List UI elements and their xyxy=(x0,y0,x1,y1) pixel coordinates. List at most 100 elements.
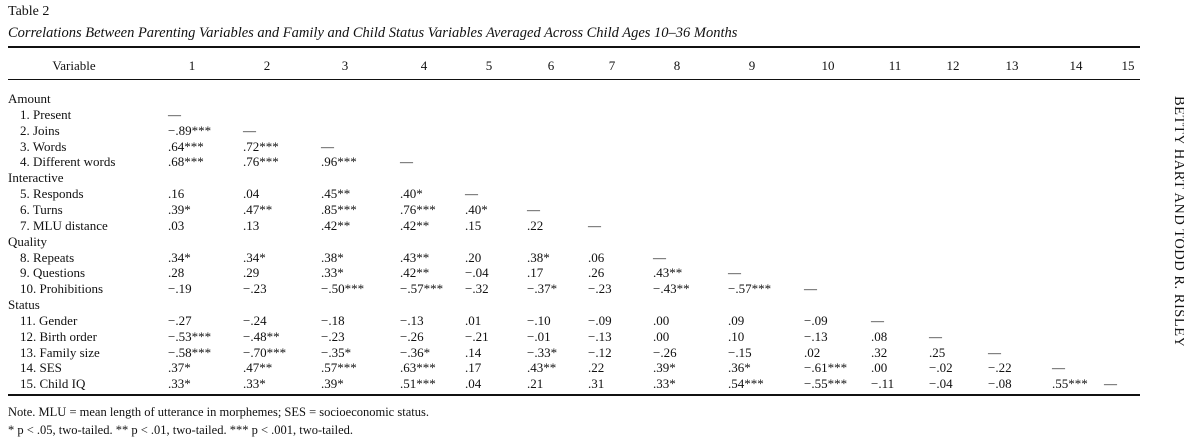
row-label: 12. Birth order xyxy=(20,328,97,344)
table-cell: .37* xyxy=(168,360,191,376)
table-cell: .28 xyxy=(168,265,185,281)
column-header-4: 4 xyxy=(420,58,428,73)
bottom-rule xyxy=(8,394,1140,396)
row-label: 8. Repeats xyxy=(20,249,75,265)
table-cell: .17 xyxy=(465,360,482,376)
group-label: Quality xyxy=(8,233,47,249)
table-cell: −.08 xyxy=(988,376,1012,392)
row-label: 5. Responds xyxy=(20,186,84,202)
table-cell: −.57*** xyxy=(728,281,772,297)
table-cell: −.70*** xyxy=(243,344,287,360)
table-cell: −.12 xyxy=(588,344,612,360)
table-cell: — xyxy=(400,154,413,170)
table-cell: .04 xyxy=(243,186,260,202)
table-cell: .26 xyxy=(588,265,605,281)
table-cell: −.33* xyxy=(527,344,558,360)
table-cell: −.21 xyxy=(465,328,489,344)
table-cell: −.43** xyxy=(653,281,690,297)
table-cell: .40* xyxy=(400,186,423,202)
significance-note: * p < .05, two-tailed. ** p < .01, two-t… xyxy=(8,423,354,437)
table-subtitle: Correlations Between Parenting Variables… xyxy=(8,25,738,41)
table-cell: .76*** xyxy=(243,154,279,170)
table-cell: .08 xyxy=(871,328,888,344)
table-cell: .33* xyxy=(653,376,676,392)
table-cell: .42** xyxy=(400,217,430,233)
table-cell: .33* xyxy=(243,376,266,392)
running-head: BETTY HART AND TODD R. RISLEY xyxy=(1171,96,1184,348)
table-cell: .17 xyxy=(527,265,544,281)
table-cell: .25 xyxy=(929,344,946,360)
table-cell: — xyxy=(1104,376,1117,392)
table-cell: −.04 xyxy=(465,265,489,281)
table-cell: .45** xyxy=(321,186,351,202)
table-cell: −.24 xyxy=(243,312,267,328)
table-cell: .38* xyxy=(321,249,344,265)
table-cell: .47** xyxy=(243,360,273,376)
table-cell: .22 xyxy=(527,217,544,233)
table-cell: .39* xyxy=(653,360,676,376)
table-cell: .42** xyxy=(400,265,430,281)
table-cell: — xyxy=(871,312,884,328)
row-label: 7. MLU distance xyxy=(20,217,108,233)
column-header-9: 9 xyxy=(748,58,756,73)
table-cell: — xyxy=(321,138,334,154)
column-header-5: 5 xyxy=(485,58,493,73)
table-cell: .47** xyxy=(243,201,273,217)
table-cell: −.13 xyxy=(400,312,424,328)
table-cell: .55*** xyxy=(1052,376,1088,392)
table-cell: −.18 xyxy=(321,312,345,328)
column-header-1: 1 xyxy=(188,58,196,73)
table-cell: .54*** xyxy=(728,376,764,392)
table-cell: −.48** xyxy=(243,328,280,344)
column-header-15: 15 xyxy=(1121,58,1135,73)
table-cell: −.61*** xyxy=(804,360,848,376)
table-cell: −.26 xyxy=(400,328,424,344)
table-cell: .14 xyxy=(465,344,482,360)
row-label: 6. Turns xyxy=(20,201,63,217)
table-cell: — xyxy=(653,249,666,265)
table-cell: −.10 xyxy=(527,312,551,328)
header-rule xyxy=(8,79,1140,80)
table-cell: −.55*** xyxy=(804,376,848,392)
table-cell: −.01 xyxy=(527,328,551,344)
table-cell: −.19 xyxy=(168,281,192,297)
table-cell: .33* xyxy=(168,376,191,392)
column-header-3: 3 xyxy=(341,58,349,73)
column-header-10: 10 xyxy=(821,58,835,73)
table-cell: .04 xyxy=(465,376,482,392)
table-cell: .21 xyxy=(527,376,544,392)
table-cell: .72*** xyxy=(243,138,279,154)
table-cell: — xyxy=(988,344,1001,360)
table-cell: −.11 xyxy=(871,376,895,392)
table-cell: −.57*** xyxy=(400,281,444,297)
table-cell: −.50*** xyxy=(321,281,365,297)
table-cell: — xyxy=(168,106,181,122)
row-label: 15. Child IQ xyxy=(20,376,86,392)
table-cell: .51*** xyxy=(400,376,436,392)
variable-column-header: Variable xyxy=(52,58,96,73)
table-cell: .34* xyxy=(243,249,266,265)
table-cell: .34* xyxy=(168,249,191,265)
table-cell: −.09 xyxy=(804,312,828,328)
table-cell: .03 xyxy=(168,217,185,233)
table-cell: — xyxy=(243,122,256,138)
table-cell: — xyxy=(588,217,601,233)
table-cell: −.02 xyxy=(929,360,953,376)
table-cell: .20 xyxy=(465,249,482,265)
row-label: 14. SES xyxy=(20,360,62,376)
column-header-6: 6 xyxy=(547,58,555,73)
table-note: Note. MLU = mean length of utterance in … xyxy=(8,405,429,419)
column-header-7: 7 xyxy=(608,58,616,73)
row-label: 11. Gender xyxy=(20,312,78,328)
table-cell: — xyxy=(1052,360,1065,376)
table-cell: −.89*** xyxy=(168,122,212,138)
table-cell: .76*** xyxy=(400,201,436,217)
table-cell: — xyxy=(804,281,817,297)
column-header-2: 2 xyxy=(263,58,271,73)
table-cell: .15 xyxy=(465,217,482,233)
table-cell: .06 xyxy=(588,249,605,265)
table-cell: .43** xyxy=(527,360,557,376)
table-cell: −.27 xyxy=(168,312,192,328)
table-cell: .38* xyxy=(527,249,550,265)
table-cell: −.04 xyxy=(929,376,953,392)
